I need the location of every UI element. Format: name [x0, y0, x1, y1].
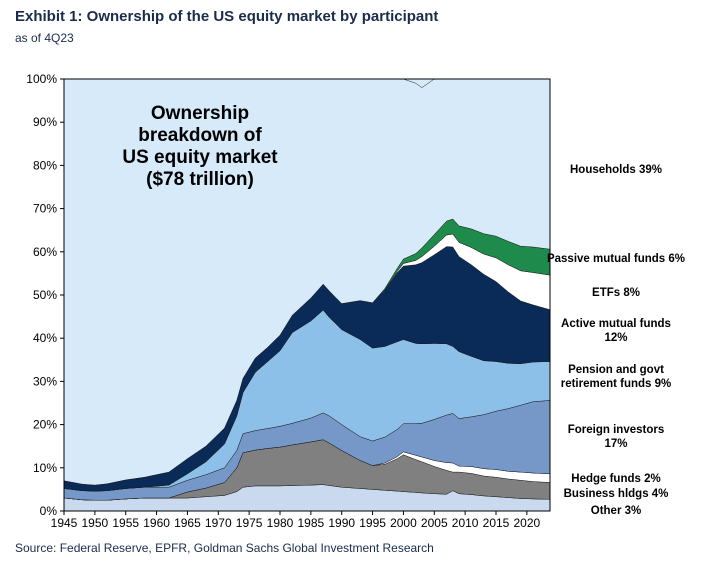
series-label-line: retirement funds 9%: [561, 378, 672, 390]
x-tick-label: 2005: [421, 516, 448, 530]
series-label-4: Pension and govt retirement funds 9%: [561, 364, 672, 390]
series-label-line: 12%: [604, 332, 627, 344]
exhibit-subtitle: as of 4Q23: [15, 31, 74, 45]
x-tick-label: 1990: [328, 516, 355, 530]
plot-area: [63, 78, 551, 512]
chart-title-line: ($78 trillion): [146, 169, 254, 190]
y-tick-label: 100%: [26, 72, 57, 86]
series-label-7: Business hldgs 4%: [564, 488, 669, 500]
chart-title-line: US equity market: [122, 147, 278, 168]
series-labels: Households 39% Passive mutual funds 6% ETF…: [547, 164, 685, 517]
series-label-3: Active mutual funds 12%: [561, 318, 671, 344]
y-tick-label: 50%: [33, 288, 57, 302]
y-tick-label: 60%: [33, 245, 57, 259]
y-tick-label: 30%: [33, 374, 57, 388]
x-tick-label: 1985: [298, 516, 325, 530]
series-label-line: 17%: [604, 438, 627, 450]
x-tick-label: 1965: [174, 516, 201, 530]
chart-title-line: Ownership: [151, 103, 249, 124]
x-tick-label: 1980: [267, 516, 294, 530]
series-label-0: Households 39%: [570, 164, 662, 176]
y-tick-label: 90%: [33, 115, 57, 129]
series-label-line: ETFs 8%: [592, 287, 640, 299]
series-label-8: Other 3%: [591, 505, 642, 517]
series-label-line: Hedge funds 2%: [571, 473, 660, 485]
x-tick-label: 1960: [143, 516, 170, 530]
y-tick-label: 10%: [33, 461, 57, 475]
series-label-line: Pension and govt: [568, 364, 664, 376]
series-label-line: Active mutual funds: [561, 318, 671, 330]
x-tick-label: 1955: [112, 516, 139, 530]
x-tick-label: 2020: [514, 516, 541, 530]
chart-title-line: breakdown of: [138, 125, 262, 146]
x-tick-label: 2015: [483, 516, 510, 530]
x-axis: 1945 1950 1955 1960 1965 1970 1975 1980 1985 1990…: [51, 511, 541, 530]
series-label-5: Foreign investors 17%: [568, 424, 665, 450]
y-axis: 0% 10% 20% 30% 40% 50% 60% 70% 80% 90% 100%: [26, 72, 64, 518]
exhibit-title: Exhibit 1: Ownership of the US equity ma…: [15, 8, 439, 25]
series-label-6: Hedge funds 2%: [571, 473, 660, 485]
y-tick-label: 80%: [33, 158, 57, 172]
series-label-line: Business hldgs 4%: [564, 488, 669, 500]
x-tick-label: 1995: [359, 516, 386, 530]
source-note: Source: Federal Reserve, EPFR, Goldman S…: [15, 541, 434, 555]
x-tick-label: 1975: [236, 516, 263, 530]
y-tick-label: 0%: [40, 504, 58, 518]
y-tick-label: 40%: [33, 331, 57, 345]
x-tick-label: 1945: [51, 516, 78, 530]
series-label-line: Households 39%: [570, 164, 662, 176]
series-label-1: Passive mutual funds 6%: [547, 253, 685, 265]
y-tick-label: 20%: [33, 418, 57, 432]
series-label-2: ETFs 8%: [592, 287, 640, 299]
x-tick-label: 2000: [390, 516, 417, 530]
series-label-line: Foreign investors: [568, 424, 665, 436]
x-tick-label: 2010: [452, 516, 479, 530]
series-label-line: Other 3%: [591, 505, 642, 517]
y-tick-label: 70%: [33, 202, 57, 216]
series-label-line: Passive mutual funds 6%: [547, 253, 685, 265]
x-tick-label: 1970: [205, 516, 232, 530]
x-tick-label: 1950: [82, 516, 109, 530]
